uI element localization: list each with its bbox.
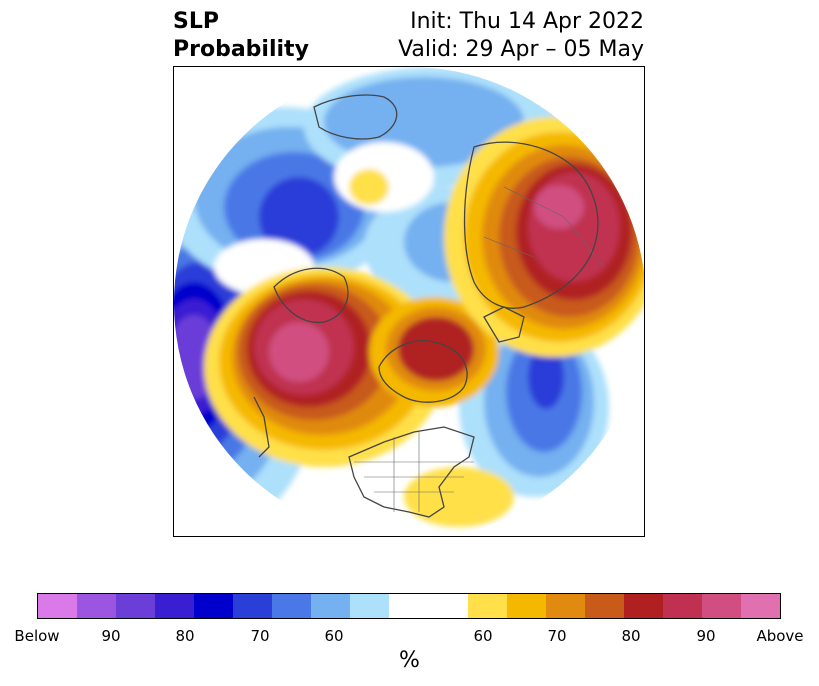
tick-below: Below — [14, 627, 60, 645]
colorbar-segment — [155, 594, 195, 618]
coastlines — [253, 94, 599, 518]
colorbar-segment — [194, 594, 234, 618]
colorbar-segment — [272, 594, 312, 618]
colorbar-segment — [701, 594, 741, 618]
tick-60-above: 60 — [473, 627, 493, 645]
probability-colorbar — [37, 593, 781, 619]
init-date: Init: Thu 14 Apr 2022 — [410, 9, 644, 34]
borders — [354, 186, 605, 512]
colorbar-segment — [584, 594, 624, 618]
colorbar-segment — [545, 594, 585, 618]
colorbar-unit: % — [399, 648, 420, 673]
probability-shading — [174, 67, 644, 536]
colorbar-segment — [389, 594, 468, 618]
colorbar-segment — [311, 594, 351, 618]
polar-map — [173, 66, 645, 537]
tick-80-above: 80 — [621, 627, 641, 645]
map-title-right: Init: Thu 14 Apr 2022 Valid: 29 Apr – 05… — [398, 8, 644, 64]
colorbar-segment — [233, 594, 273, 618]
colorbar-segment — [116, 594, 156, 618]
tick-70-above: 70 — [547, 627, 567, 645]
colorbar-segment — [38, 594, 78, 618]
colorbar-segment — [350, 594, 390, 618]
tick-80-below: 80 — [175, 627, 195, 645]
colorbar-tick-labels: Below 90 80 70 60 60 70 80 90 Above — [0, 627, 819, 647]
map-title-left: SLP Probability — [173, 8, 309, 64]
title-variable: SLP — [173, 9, 219, 34]
tick-above: Above — [756, 627, 804, 645]
tick-90-below: 90 — [101, 627, 121, 645]
tick-60-below: 60 — [324, 627, 344, 645]
valid-range: Valid: 29 Apr – 05 May — [398, 37, 644, 62]
colorbar-segment — [506, 594, 546, 618]
colorbar-segment — [623, 594, 663, 618]
colorbar-segment — [77, 594, 117, 618]
tick-90-above: 90 — [696, 627, 716, 645]
colorbar-segment — [467, 594, 507, 618]
probability-map-svg — [174, 67, 644, 536]
tick-70-below: 70 — [250, 627, 270, 645]
colorbar-segment — [740, 594, 780, 618]
title-type: Probability — [173, 37, 309, 62]
colorbar-segment — [662, 594, 702, 618]
